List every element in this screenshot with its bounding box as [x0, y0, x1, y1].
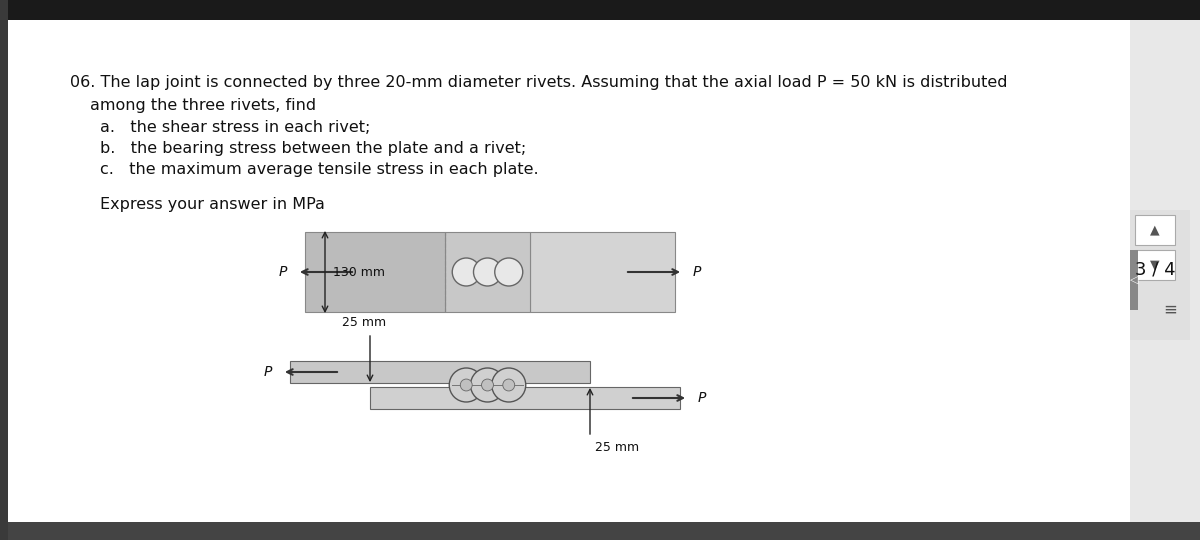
Text: ▲: ▲: [1150, 224, 1160, 237]
Text: ≡: ≡: [1163, 301, 1177, 319]
Text: c.   the maximum average tensile stress in each plate.: c. the maximum average tensile stress in…: [100, 162, 539, 177]
Bar: [1135, 250, 1175, 280]
Circle shape: [481, 379, 493, 391]
Bar: [305, 232, 445, 312]
Text: 3 / 4: 3 / 4: [1135, 261, 1176, 279]
Circle shape: [461, 379, 473, 391]
Text: b.   the bearing stress between the plate and a rivet;: b. the bearing stress between the plate …: [100, 141, 527, 156]
Text: P: P: [278, 265, 287, 279]
Circle shape: [492, 368, 526, 402]
Text: 06. The lap joint is connected by three 20-mm diameter rivets. Assuming that the: 06. The lap joint is connected by three …: [70, 75, 1008, 90]
Text: ▼: ▼: [1150, 259, 1160, 272]
Text: a.   the shear stress in each rivet;: a. the shear stress in each rivet;: [100, 120, 371, 135]
Bar: [1130, 250, 1138, 310]
Text: ◁: ◁: [1129, 275, 1139, 285]
Bar: [290, 361, 590, 383]
Bar: [1130, 210, 1190, 340]
Text: 25 mm: 25 mm: [342, 316, 386, 329]
Text: 130 mm: 130 mm: [334, 266, 385, 279]
Text: 25 mm: 25 mm: [595, 441, 640, 454]
Circle shape: [474, 258, 502, 286]
Circle shape: [503, 379, 515, 391]
Bar: [0, 522, 1200, 540]
Bar: [0, 0, 8, 540]
Circle shape: [494, 258, 523, 286]
Bar: [370, 387, 680, 409]
Circle shape: [452, 258, 480, 286]
Bar: [1135, 215, 1175, 245]
Text: P: P: [698, 391, 706, 405]
Text: Express your answer in MPa: Express your answer in MPa: [100, 197, 325, 212]
Text: P: P: [264, 365, 272, 379]
Circle shape: [470, 368, 504, 402]
Circle shape: [449, 368, 484, 402]
Bar: [1130, 20, 1200, 522]
Bar: [0, 0, 1200, 20]
Bar: [445, 232, 530, 312]
Text: among the three rivets, find: among the three rivets, find: [90, 98, 316, 113]
Bar: [530, 232, 674, 312]
Text: P: P: [692, 265, 701, 279]
